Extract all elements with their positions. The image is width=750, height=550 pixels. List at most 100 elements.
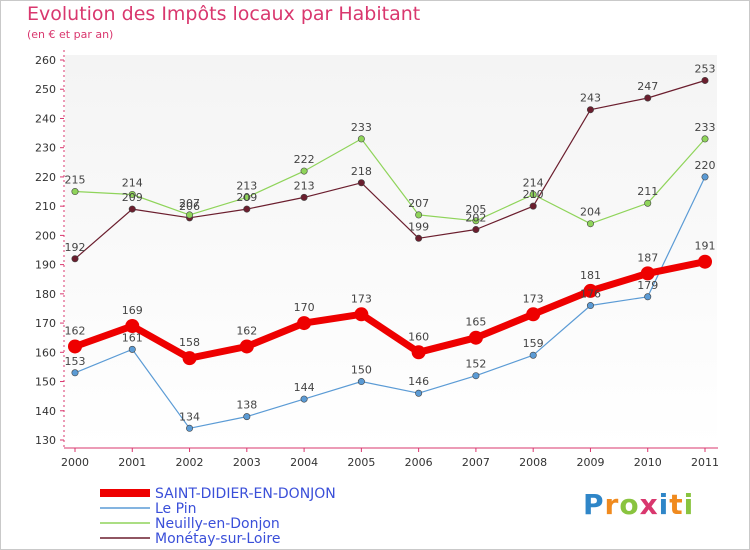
data-point	[698, 254, 712, 269]
data-label: 207	[179, 197, 200, 210]
data-label: 134	[179, 410, 200, 423]
data-point	[68, 339, 82, 354]
data-label: 222	[294, 153, 315, 166]
x-tick-label: 2001	[118, 456, 146, 469]
data-point	[300, 167, 308, 175]
data-point	[300, 193, 308, 201]
data-label: 169	[122, 304, 143, 317]
data-point	[243, 193, 251, 201]
x-tick-label: 2004	[290, 456, 318, 469]
data-point	[411, 345, 426, 360]
data-point	[640, 266, 655, 281]
data-label: 233	[351, 121, 372, 134]
data-point	[701, 76, 709, 84]
data-label: 173	[523, 292, 544, 305]
data-label: 179	[637, 279, 658, 292]
data-label: 207	[408, 197, 429, 210]
legend-label: Le Pin	[155, 501, 197, 517]
data-point	[243, 413, 251, 421]
data-point	[357, 135, 365, 143]
data-point	[529, 202, 537, 210]
y-tick-label: 190	[35, 259, 56, 272]
series-line	[74, 79, 706, 260]
x-tick-label: 2008	[519, 456, 547, 469]
data-point	[472, 217, 480, 225]
data-label: 187	[637, 251, 658, 264]
data-label: 173	[351, 292, 372, 305]
data-point	[300, 395, 308, 403]
data-label: 160	[408, 330, 429, 343]
data-point	[586, 106, 594, 114]
data-point	[239, 339, 254, 354]
data-point	[357, 378, 365, 386]
data-label: 243	[580, 92, 601, 105]
data-label: 176	[580, 288, 601, 301]
axes: 130 140 150 160 170 180 190 200 210 220 230 240 250 2…	[35, 50, 719, 469]
plot-area	[65, 55, 717, 448]
data-point	[128, 190, 136, 198]
x-tick-label: 2005	[347, 456, 375, 469]
data-point	[354, 307, 369, 322]
data-label: 165	[465, 316, 486, 329]
data-point	[472, 226, 480, 234]
y-tick-label: 200	[35, 229, 56, 242]
y-tick-label: 230	[35, 142, 56, 155]
y-tick-label: 160	[35, 346, 56, 359]
data-point	[415, 234, 423, 242]
data-label: 204	[580, 206, 601, 219]
data-label: 214	[523, 176, 544, 189]
data-label: 162	[236, 324, 257, 337]
x-tick-label: 2007	[462, 456, 490, 469]
data-point	[357, 179, 365, 187]
x-tick-label: 2011	[691, 456, 719, 469]
chart-title: Evolution des Impôts locaux par Habitant	[27, 3, 421, 25]
data-point	[468, 330, 483, 345]
data-point	[297, 316, 312, 331]
data-point	[586, 220, 594, 228]
data-label: 150	[351, 364, 372, 377]
data-label: 205	[465, 203, 486, 216]
data-label: 161	[122, 331, 143, 344]
data-label: 211	[637, 185, 658, 198]
proxiti-logo: Proxiti	[583, 488, 695, 521]
x-tick-label: 2006	[405, 456, 433, 469]
data-label: 138	[236, 399, 257, 412]
series-lines	[68, 76, 712, 432]
data-label: 153	[65, 355, 86, 368]
data-point	[243, 205, 251, 213]
data-point	[186, 424, 194, 432]
data-point	[644, 199, 652, 207]
x-tick-label: 2003	[233, 456, 261, 469]
data-point	[71, 188, 79, 196]
data-point	[128, 205, 136, 213]
y-tick-label: 150	[35, 376, 56, 389]
data-point	[125, 319, 140, 333]
series-line	[74, 138, 706, 225]
data-label: 233	[695, 121, 716, 134]
data-label: 192	[65, 241, 86, 254]
x-tick-label: 2000	[61, 456, 89, 469]
data-point	[128, 345, 136, 353]
data-label: 247	[637, 80, 658, 93]
data-label: 210	[523, 188, 544, 201]
data-label: 218	[351, 165, 372, 178]
data-label: 158	[179, 336, 200, 349]
legend-label: Monétay-sur-Loire	[155, 531, 280, 547]
data-point	[415, 389, 423, 397]
data-label: 214	[122, 176, 143, 189]
legend-label: Neuilly-en-Donjon	[155, 516, 280, 532]
data-label: 199	[408, 220, 429, 233]
x-tick-label: 2009	[576, 456, 604, 469]
data-point	[415, 211, 423, 219]
data-label: 146	[408, 375, 429, 388]
data-point	[472, 372, 480, 380]
data-label: 209	[236, 191, 257, 204]
data-point	[526, 307, 541, 322]
data-point	[644, 293, 652, 301]
data-label: 202	[465, 212, 486, 225]
data-label: 213	[236, 179, 257, 192]
data-point	[529, 190, 537, 198]
